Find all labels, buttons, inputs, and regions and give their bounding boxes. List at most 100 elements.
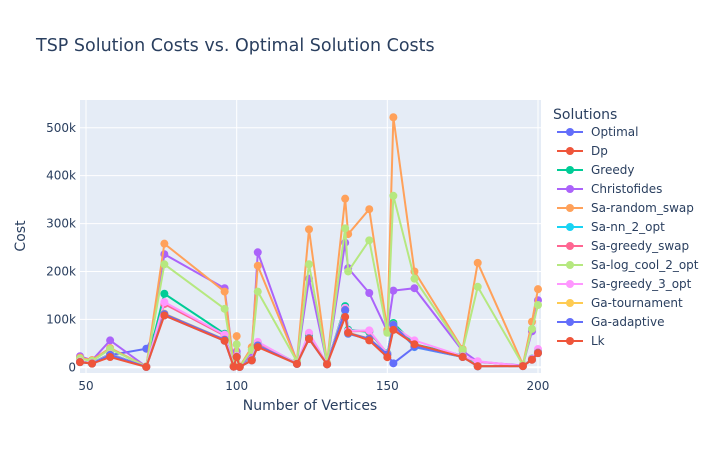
legend-item-greedy[interactable]: Greedy bbox=[557, 163, 634, 177]
data-point-lk bbox=[232, 353, 241, 362]
legend-swatch-marker bbox=[566, 299, 574, 307]
data-point-lk bbox=[389, 325, 398, 334]
data-point-sa-log-cool-2-opt bbox=[383, 328, 392, 337]
legend-item-sa-random-swap[interactable]: Sa-random_swap bbox=[557, 201, 694, 215]
series-lk bbox=[76, 311, 542, 371]
data-point-sa-random-swap bbox=[220, 287, 229, 296]
data-point-sa-log-cool-2-opt bbox=[253, 287, 262, 296]
data-point-sa-log-cool-2-opt bbox=[527, 324, 536, 333]
data-point-sa-greedy-3-opt bbox=[160, 298, 169, 307]
data-point-sa-log-cool-2-opt bbox=[341, 224, 350, 233]
data-point-lk bbox=[473, 362, 482, 371]
legend-item-christofides[interactable]: Christofides bbox=[557, 182, 662, 196]
data-point-lk bbox=[235, 362, 244, 371]
legend-item-dp[interactable]: Dp bbox=[557, 144, 608, 158]
legend-label: Optimal bbox=[591, 125, 638, 139]
data-point-lk bbox=[88, 359, 97, 368]
legend-item-sa-greedy-3-opt[interactable]: Sa-greedy_3_opt bbox=[557, 277, 692, 291]
data-point-lk bbox=[220, 336, 229, 345]
legend-swatch-marker bbox=[566, 337, 574, 345]
legend-swatch-marker bbox=[566, 223, 574, 231]
x-tick-label: 200 bbox=[527, 379, 550, 393]
x-tick-label: 150 bbox=[376, 379, 399, 393]
legend-label: Sa-greedy_swap bbox=[591, 239, 689, 253]
data-point-sa-random-swap bbox=[160, 239, 169, 248]
data-point-lk bbox=[160, 311, 169, 320]
data-point-sa-random-swap bbox=[473, 258, 482, 267]
y-axis-title: Cost bbox=[13, 220, 29, 252]
legend-item-lk[interactable]: Lk bbox=[557, 334, 605, 348]
chart-title: TSP Solution Costs vs. Optimal Solution … bbox=[35, 36, 435, 56]
data-point-christofides bbox=[106, 336, 115, 345]
data-point-lk bbox=[292, 359, 301, 368]
legend-label: Sa-random_swap bbox=[591, 201, 694, 215]
legend-swatch-marker bbox=[566, 166, 574, 174]
legend-item-sa-log-cool-2-opt[interactable]: Sa-log_cool_2_opt bbox=[557, 258, 699, 272]
data-point-sa-log-cool-2-opt bbox=[473, 282, 482, 291]
data-point-greedy bbox=[160, 289, 169, 298]
data-point-lk bbox=[527, 355, 536, 364]
legend-swatch-marker bbox=[566, 185, 574, 193]
data-point-sa-greedy-3-opt bbox=[365, 326, 374, 335]
legend-swatch-marker bbox=[566, 242, 574, 250]
legend-label: Sa-log_cool_2_opt bbox=[591, 258, 699, 272]
data-point-sa-log-cool-2-opt bbox=[458, 346, 467, 355]
y-tick-label: 0 bbox=[68, 360, 76, 374]
data-point-sa-log-cool-2-opt bbox=[365, 236, 374, 245]
data-point-lk bbox=[304, 334, 313, 343]
data-point-christofides bbox=[365, 289, 374, 298]
legend-item-ga-tournament[interactable]: Ga-tournament bbox=[557, 296, 683, 310]
data-point-sa-random-swap bbox=[253, 261, 262, 270]
data-point-sa-log-cool-2-opt bbox=[410, 274, 419, 283]
data-point-ga-adaptive bbox=[341, 306, 350, 315]
data-point-christofides bbox=[389, 286, 398, 295]
data-point-sa-random-swap bbox=[341, 194, 350, 203]
legend-item-ga-adaptive[interactable]: Ga-adaptive bbox=[557, 315, 664, 329]
x-axis-title: Number of Vertices bbox=[243, 398, 377, 414]
tick-layer: 0 100k 200k 300k 400k 500k 50 100 150 200 bbox=[46, 121, 549, 393]
legend-swatch-marker bbox=[566, 147, 574, 155]
data-point-sa-log-cool-2-opt bbox=[389, 191, 398, 200]
data-point-sa-random-swap bbox=[304, 225, 313, 234]
data-point-sa-log-cool-2-opt bbox=[160, 260, 169, 269]
legend-swatch-marker bbox=[566, 280, 574, 288]
y-tick-label: 500k bbox=[46, 121, 76, 135]
data-point-sa-random-swap bbox=[232, 332, 241, 341]
legend-item-optimal[interactable]: Optimal bbox=[557, 125, 638, 139]
data-point-optimal bbox=[389, 359, 398, 368]
data-point-lk bbox=[142, 362, 151, 371]
data-point-sa-random-swap bbox=[365, 205, 374, 214]
data-point-lk bbox=[323, 360, 332, 369]
data-point-lk bbox=[341, 312, 350, 321]
y-tick-label: 400k bbox=[46, 169, 76, 183]
legend[interactable]: Optimal Dp Greedy Christofides Sa-random_swa… bbox=[557, 125, 699, 348]
data-point-lk bbox=[253, 343, 262, 352]
legend-item-sa-nn-2-opt[interactable]: Sa-nn_2_opt bbox=[557, 220, 665, 234]
data-point-lk bbox=[383, 353, 392, 362]
legend-label: Greedy bbox=[591, 163, 634, 177]
data-point-lk bbox=[533, 349, 542, 358]
legend-swatch-marker bbox=[566, 128, 574, 136]
data-point-lk bbox=[76, 358, 84, 367]
legend-label: Lk bbox=[591, 334, 605, 348]
legend-swatch-marker bbox=[566, 318, 574, 326]
legend-item-sa-greedy-swap[interactable]: Sa-greedy_swap bbox=[557, 239, 689, 253]
legend-label: Christofides bbox=[591, 182, 662, 196]
legend-swatch-marker bbox=[566, 261, 574, 269]
data-point-lk bbox=[106, 353, 115, 362]
data-point-sa-log-cool-2-opt bbox=[304, 260, 313, 269]
x-tick-label: 100 bbox=[225, 379, 248, 393]
y-tick-label: 300k bbox=[46, 217, 76, 231]
y-tick-label: 200k bbox=[46, 264, 76, 278]
legend-label: Sa-greedy_3_opt bbox=[591, 277, 692, 291]
data-point-lk bbox=[247, 356, 256, 365]
data-point-lk bbox=[458, 352, 467, 361]
legend-label: Dp bbox=[591, 144, 608, 158]
x-tick-label: 50 bbox=[78, 379, 93, 393]
data-point-sa-log-cool-2-opt bbox=[232, 340, 241, 349]
data-point-lk bbox=[410, 340, 419, 349]
data-point-lk bbox=[344, 328, 353, 337]
data-point-sa-log-cool-2-opt bbox=[533, 300, 542, 309]
legend-label: Ga-tournament bbox=[591, 296, 683, 310]
